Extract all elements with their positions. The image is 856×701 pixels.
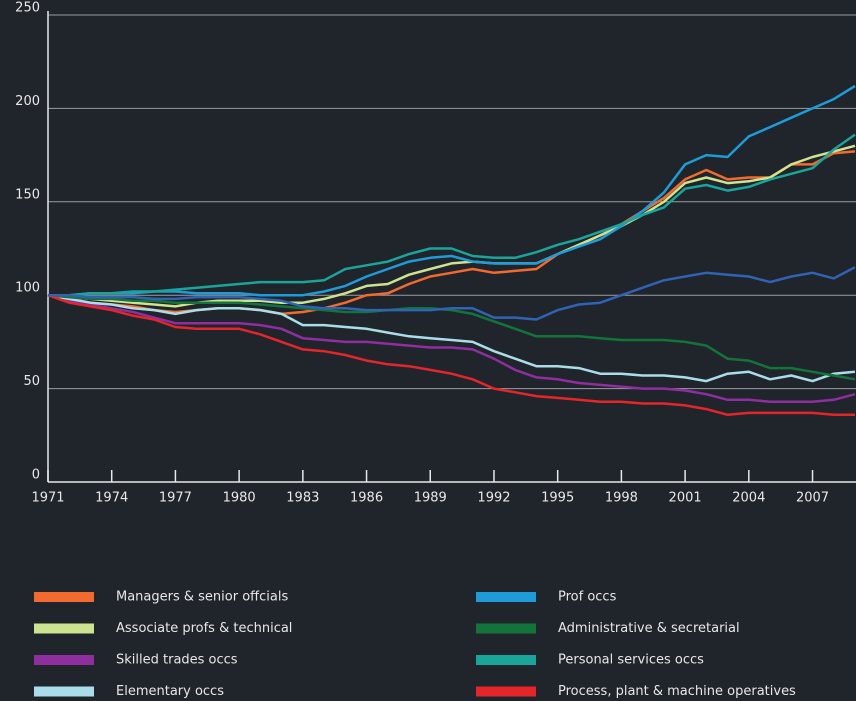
legend-swatch xyxy=(476,655,536,665)
legend-swatch xyxy=(476,623,536,634)
legend-swatch xyxy=(34,623,94,634)
legend-label: Associate profs & technical xyxy=(116,621,292,636)
x-tick-label: 2001 xyxy=(669,491,702,506)
x-tick-label: 1986 xyxy=(350,491,383,506)
legend-label: Process, plant & machine operatives xyxy=(558,684,796,699)
x-tick-label: 1974 xyxy=(95,491,128,506)
legend-swatch xyxy=(34,592,94,602)
y-tick-label: 100 xyxy=(15,281,40,296)
series-line xyxy=(48,266,856,321)
x-tick-label: 2004 xyxy=(732,491,765,506)
x-tick-label: 1977 xyxy=(159,491,192,506)
legend-swatch xyxy=(476,686,536,697)
series-line xyxy=(47,293,856,381)
legend-label: Elementary occs xyxy=(116,684,224,699)
x-tick-label: 1992 xyxy=(477,491,510,506)
y-tick-label: 200 xyxy=(15,94,40,109)
y-tick-label: 250 xyxy=(15,1,40,16)
legend-swatch xyxy=(476,592,536,602)
series-line xyxy=(47,293,856,383)
x-tick-label: 1989 xyxy=(414,491,447,506)
y-tick-label: 0 xyxy=(32,468,40,483)
legend-label: Skilled trades occs xyxy=(116,653,238,668)
x-tick-label: 1971 xyxy=(31,491,64,506)
legend-label: Administrative & secretarial xyxy=(558,621,740,636)
y-tick-label: 50 xyxy=(23,374,40,389)
x-tick-label: 2007 xyxy=(796,491,829,506)
legend-label: Managers & senior offcials xyxy=(116,590,288,605)
legend-label: Prof occs xyxy=(558,590,617,605)
legend-label: Personal services occs xyxy=(558,653,704,668)
series-line xyxy=(47,293,856,403)
x-tick-label: 1998 xyxy=(605,491,638,506)
series-line xyxy=(47,294,855,417)
series-line xyxy=(48,84,856,297)
x-tick-label: 1983 xyxy=(286,491,319,506)
series-line xyxy=(48,133,856,297)
legend-swatch xyxy=(34,655,94,665)
x-tick-label: 1995 xyxy=(541,491,574,506)
y-tick-label: 150 xyxy=(15,187,40,202)
x-tick-label: 1980 xyxy=(223,491,256,506)
series-line xyxy=(47,144,856,308)
legend-swatch xyxy=(34,686,94,697)
